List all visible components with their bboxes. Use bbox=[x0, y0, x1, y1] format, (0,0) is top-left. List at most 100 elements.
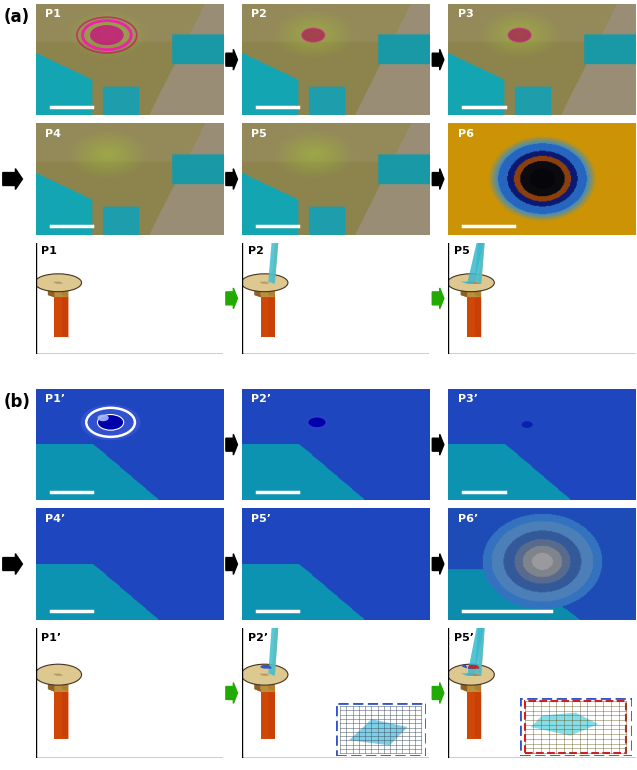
FancyArrow shape bbox=[226, 682, 238, 704]
Polygon shape bbox=[254, 673, 275, 676]
Polygon shape bbox=[467, 676, 481, 691]
Ellipse shape bbox=[448, 274, 494, 292]
Polygon shape bbox=[254, 282, 275, 284]
Ellipse shape bbox=[241, 665, 288, 685]
Circle shape bbox=[522, 421, 533, 428]
Text: (b): (b) bbox=[3, 393, 30, 410]
Polygon shape bbox=[467, 297, 481, 337]
Polygon shape bbox=[62, 295, 68, 337]
FancyArrow shape bbox=[3, 169, 22, 189]
Polygon shape bbox=[475, 215, 487, 284]
Polygon shape bbox=[254, 295, 275, 297]
FancyArrow shape bbox=[226, 49, 238, 70]
Circle shape bbox=[508, 28, 531, 42]
FancyArrow shape bbox=[433, 434, 444, 455]
Polygon shape bbox=[48, 673, 54, 691]
FancyArrow shape bbox=[3, 554, 22, 574]
Polygon shape bbox=[62, 282, 68, 297]
Text: P5’: P5’ bbox=[454, 633, 474, 643]
Polygon shape bbox=[54, 676, 68, 691]
Polygon shape bbox=[461, 295, 481, 297]
Polygon shape bbox=[478, 216, 487, 284]
FancyArrow shape bbox=[226, 169, 238, 189]
Polygon shape bbox=[54, 691, 68, 739]
Polygon shape bbox=[467, 284, 481, 297]
Polygon shape bbox=[461, 594, 490, 676]
Circle shape bbox=[81, 404, 141, 440]
Polygon shape bbox=[48, 282, 68, 284]
Polygon shape bbox=[62, 689, 68, 739]
FancyArrow shape bbox=[226, 434, 238, 455]
Text: P1’: P1’ bbox=[45, 394, 65, 404]
FancyArrow shape bbox=[433, 49, 444, 70]
Polygon shape bbox=[461, 673, 467, 691]
Polygon shape bbox=[268, 215, 280, 284]
Polygon shape bbox=[261, 691, 275, 739]
Ellipse shape bbox=[241, 274, 288, 292]
Text: P1: P1 bbox=[41, 246, 57, 256]
FancyArrow shape bbox=[226, 288, 238, 309]
Polygon shape bbox=[48, 689, 68, 691]
Text: P6: P6 bbox=[458, 129, 474, 139]
Polygon shape bbox=[254, 673, 261, 691]
Circle shape bbox=[97, 414, 124, 430]
FancyArrow shape bbox=[433, 682, 444, 704]
Text: P5’: P5’ bbox=[252, 514, 271, 524]
Polygon shape bbox=[54, 297, 68, 337]
Polygon shape bbox=[467, 691, 481, 739]
Polygon shape bbox=[475, 673, 481, 691]
Polygon shape bbox=[468, 673, 481, 676]
Polygon shape bbox=[475, 282, 481, 297]
FancyArrow shape bbox=[226, 554, 238, 574]
FancyArrow shape bbox=[433, 554, 444, 574]
Ellipse shape bbox=[448, 665, 494, 685]
Polygon shape bbox=[261, 284, 275, 297]
Text: P1’: P1’ bbox=[41, 633, 61, 643]
Text: P2: P2 bbox=[248, 246, 264, 256]
Ellipse shape bbox=[35, 274, 82, 292]
Text: (a): (a) bbox=[3, 8, 29, 25]
Polygon shape bbox=[461, 215, 490, 284]
Circle shape bbox=[97, 414, 109, 421]
Circle shape bbox=[90, 25, 124, 45]
Circle shape bbox=[308, 417, 326, 428]
Text: P5: P5 bbox=[252, 129, 267, 139]
Polygon shape bbox=[468, 282, 481, 284]
Text: P6’: P6’ bbox=[458, 514, 478, 524]
FancyArrow shape bbox=[433, 169, 444, 189]
Polygon shape bbox=[461, 282, 467, 297]
Polygon shape bbox=[475, 689, 481, 739]
Text: P3’: P3’ bbox=[458, 394, 478, 404]
Polygon shape bbox=[271, 596, 280, 676]
Polygon shape bbox=[268, 282, 275, 297]
Polygon shape bbox=[48, 282, 54, 297]
Polygon shape bbox=[261, 676, 275, 691]
Polygon shape bbox=[478, 596, 487, 676]
Polygon shape bbox=[271, 216, 280, 284]
Text: P3: P3 bbox=[458, 9, 473, 19]
Polygon shape bbox=[268, 594, 280, 676]
Polygon shape bbox=[62, 673, 68, 691]
Polygon shape bbox=[461, 282, 481, 284]
Text: P1: P1 bbox=[45, 9, 61, 19]
Text: P4: P4 bbox=[45, 129, 61, 139]
Polygon shape bbox=[475, 594, 487, 676]
Text: P2: P2 bbox=[252, 9, 268, 19]
Polygon shape bbox=[268, 295, 275, 337]
FancyArrow shape bbox=[433, 288, 444, 309]
Polygon shape bbox=[54, 284, 68, 297]
Polygon shape bbox=[254, 689, 275, 691]
Polygon shape bbox=[48, 673, 68, 676]
Text: P2’: P2’ bbox=[248, 633, 268, 643]
Polygon shape bbox=[268, 673, 275, 691]
Polygon shape bbox=[461, 689, 481, 691]
Circle shape bbox=[302, 28, 324, 42]
Text: P5: P5 bbox=[454, 246, 470, 256]
Polygon shape bbox=[461, 673, 481, 676]
Ellipse shape bbox=[35, 665, 82, 685]
Text: P2’: P2’ bbox=[252, 394, 271, 404]
Polygon shape bbox=[475, 295, 481, 337]
Polygon shape bbox=[261, 297, 275, 337]
Polygon shape bbox=[48, 295, 68, 297]
Polygon shape bbox=[254, 282, 261, 297]
